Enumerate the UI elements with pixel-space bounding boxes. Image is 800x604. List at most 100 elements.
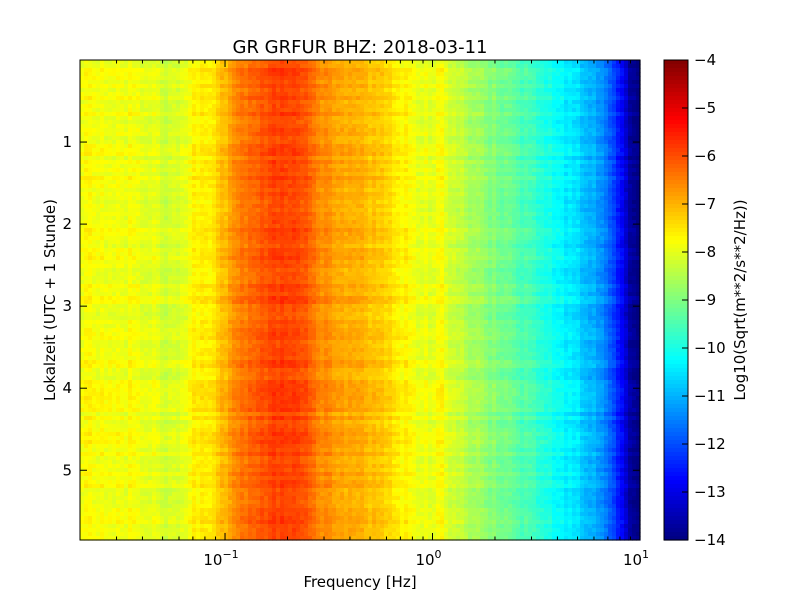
heatmap-cell [224,360,229,365]
heatmap-cell [156,532,161,537]
heatmap-cell [180,240,185,245]
heatmap-cell [164,360,169,365]
heatmap-cell [208,444,213,449]
heatmap-cell [152,528,157,533]
heatmap-cell [96,356,101,361]
heatmap-cell [208,376,213,381]
heatmap-cell [172,220,177,225]
heatmap-cell [128,104,133,109]
heatmap-cell [108,300,113,305]
heatmap-cell [92,144,97,149]
heatmap-cell [220,396,225,401]
heatmap-cell [220,64,225,69]
heatmap-cell [208,308,213,313]
heatmap-cell [204,368,209,373]
heatmap-cell [180,248,185,253]
heatmap-cell [156,180,161,185]
heatmap-cell [168,292,173,297]
heatmap-cell [232,364,237,369]
heatmap-cell [192,80,197,85]
heatmap-cell [124,180,129,185]
heatmap-cell [136,240,141,245]
heatmap-cell [96,464,101,469]
heatmap-cell [136,204,141,209]
heatmap-cell [216,524,221,529]
heatmap-cell [148,104,153,109]
heatmap-cell [204,172,209,177]
heatmap-cell [108,344,113,349]
heatmap-cell [240,476,245,481]
heatmap-cell [140,212,145,217]
heatmap-cell [224,348,229,353]
heatmap-cell [80,380,85,385]
heatmap-cell [144,496,149,501]
heatmap-cell [84,156,89,161]
heatmap-cell [228,396,233,401]
heatmap-cell [108,196,113,201]
heatmap-cell [88,464,93,469]
heatmap-cell [232,420,237,425]
heatmap-cell [232,296,237,301]
heatmap-cell [172,112,177,117]
heatmap-cell [204,96,209,101]
heatmap-cell [112,152,117,157]
heatmap-cell [188,520,193,525]
heatmap-cell [236,264,241,269]
heatmap-cell [180,468,185,473]
heatmap-cell [236,304,241,309]
heatmap-cell [108,512,113,517]
heatmap-cell [144,316,149,321]
heatmap-cell [172,84,177,89]
heatmap-cell [220,124,225,129]
heatmap-cell [112,180,117,185]
heatmap-cell [228,104,233,109]
heatmap-cell [92,352,97,357]
heatmap-cell [172,284,177,289]
heatmap-cell [148,456,153,461]
heatmap-cell [244,100,249,105]
heatmap-cell [216,256,221,261]
heatmap-cell [208,504,213,509]
heatmap-cell [112,328,117,333]
heatmap-cell [196,140,201,145]
heatmap-cell [104,192,109,197]
heatmap-cell [244,116,249,121]
heatmap-cell [100,196,105,201]
heatmap-cell [160,168,165,173]
heatmap-cell [204,432,209,437]
heatmap-cell [132,428,137,433]
heatmap-cell [88,124,93,129]
heatmap-cell [224,344,229,349]
heatmap-cell [124,88,129,93]
heatmap-cell [236,252,241,257]
heatmap-cell [180,352,185,357]
heatmap-cell [176,332,181,337]
heatmap-cell [188,160,193,165]
heatmap-cell [112,372,117,377]
heatmap-cell [220,140,225,145]
heatmap-cell [212,164,217,169]
heatmap-cell [80,76,85,81]
heatmap-cell [100,432,105,437]
heatmap-cell [148,244,153,249]
heatmap-cell [156,528,161,533]
heatmap-cell [208,268,213,273]
heatmap-cell [168,168,173,173]
heatmap-cell [116,304,121,309]
heatmap-cell [204,396,209,401]
heatmap-cell [216,108,221,113]
heatmap-cell [140,532,145,537]
heatmap-cell [156,104,161,109]
heatmap-cell [204,152,209,157]
heatmap-cell [216,432,221,437]
heatmap-cell [172,264,177,269]
heatmap-cell [220,464,225,469]
heatmap-cell [196,128,201,133]
heatmap-cell [136,236,141,241]
heatmap-cell [180,228,185,233]
heatmap-cell [208,244,213,249]
heatmap-cell [192,480,197,485]
heatmap-cell [92,452,97,457]
heatmap-cell [100,508,105,513]
heatmap-cell [196,424,201,429]
